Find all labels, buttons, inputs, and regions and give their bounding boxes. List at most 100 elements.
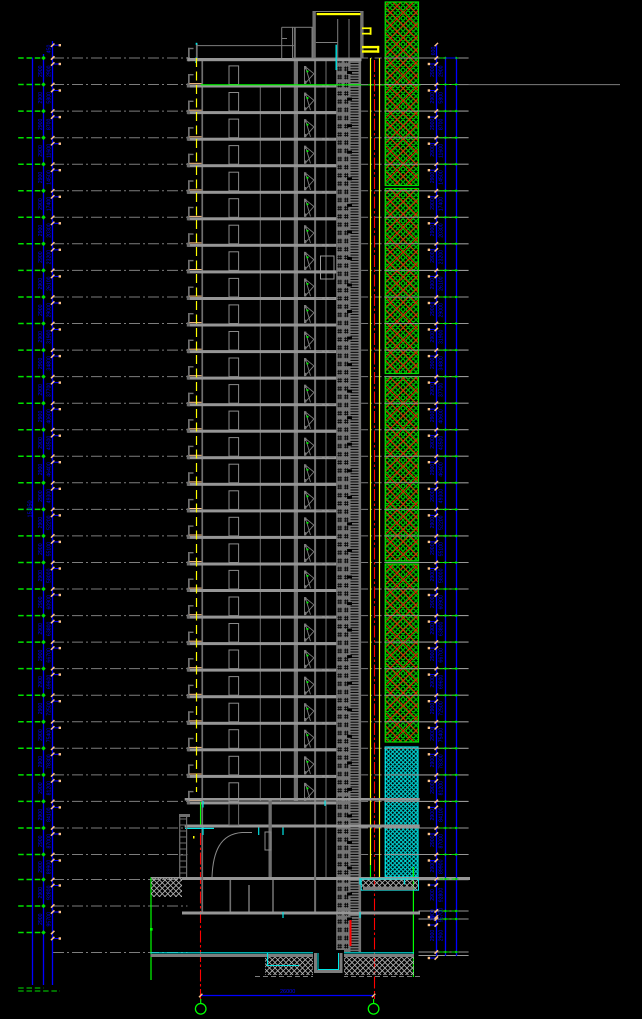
svg-text:2900: 2900: [38, 119, 44, 131]
svg-text:2900: 2900: [430, 623, 436, 635]
svg-text:63800: 63800: [439, 622, 445, 637]
svg-text:55100: 55100: [439, 542, 445, 557]
svg-text:2900: 2900: [38, 490, 44, 502]
svg-text:2900: 2900: [38, 437, 44, 449]
svg-text:14500: 14500: [439, 170, 445, 185]
svg-text:2900: 2900: [430, 65, 436, 77]
svg-text:2900: 2900: [430, 304, 436, 316]
svg-text:2900: 2900: [38, 198, 44, 210]
svg-text:72500: 72500: [47, 701, 53, 716]
svg-text:60900: 60900: [439, 595, 445, 610]
svg-text:2900: 2900: [38, 729, 44, 741]
svg-text:2900: 2900: [38, 676, 44, 688]
svg-text:2900: 2900: [430, 331, 436, 343]
svg-text:58000: 58000: [439, 568, 445, 583]
svg-text:2900: 2900: [430, 889, 436, 901]
svg-text:2900: 2900: [430, 543, 436, 555]
svg-text:92800: 92800: [47, 885, 53, 900]
svg-text:23200: 23200: [47, 250, 53, 265]
svg-text:52200: 52200: [439, 515, 445, 530]
svg-text:2900: 2900: [38, 278, 44, 290]
svg-text:20300: 20300: [47, 223, 53, 238]
svg-text:8700: 8700: [439, 119, 445, 131]
svg-text:2900: 2900: [38, 464, 44, 476]
svg-text:34800: 34800: [439, 356, 445, 371]
svg-text:40600: 40600: [439, 409, 445, 424]
svg-text:95700: 95700: [47, 912, 53, 927]
svg-text:87000: 87000: [47, 834, 53, 849]
svg-text:2900: 2900: [430, 490, 436, 502]
svg-text:2900: 2900: [430, 145, 436, 157]
svg-text:46400: 46400: [439, 462, 445, 477]
svg-text:2900: 2900: [430, 861, 436, 873]
svg-text:78300: 78300: [439, 754, 445, 769]
svg-text:2900: 2900: [430, 225, 436, 237]
svg-text:84100: 84100: [439, 807, 445, 822]
svg-text:81200: 81200: [439, 781, 445, 796]
svg-text:34800: 34800: [47, 356, 53, 371]
svg-text:2900: 2900: [38, 835, 44, 847]
svg-text:2900: 2900: [38, 756, 44, 768]
svg-text:81200: 81200: [47, 781, 53, 796]
svg-text:37700: 37700: [439, 383, 445, 398]
svg-text:26100: 26100: [47, 276, 53, 291]
svg-text:2900: 2900: [38, 384, 44, 396]
svg-text:8700: 8700: [47, 119, 53, 131]
svg-text:87000: 87000: [439, 834, 445, 849]
svg-text:95700: 95700: [439, 908, 445, 923]
svg-text:52200: 52200: [47, 515, 53, 530]
svg-text:37700: 37700: [47, 383, 53, 398]
svg-text:2900: 2900: [430, 384, 436, 396]
svg-text:60900: 60900: [47, 595, 53, 610]
svg-text:63800: 63800: [47, 622, 53, 637]
svg-text:2900: 2900: [38, 782, 44, 794]
svg-text:2900: 2900: [430, 835, 436, 847]
svg-text:2900: 2900: [38, 225, 44, 237]
svg-text:2900: 2900: [430, 756, 436, 768]
svg-text:43500: 43500: [439, 436, 445, 451]
svg-text:66700: 66700: [439, 648, 445, 663]
svg-text:58000: 58000: [47, 568, 53, 583]
svg-text:75400: 75400: [47, 728, 53, 743]
svg-text:23200: 23200: [439, 250, 445, 265]
svg-text:2900: 2900: [430, 92, 436, 104]
svg-text:2900: 2900: [38, 543, 44, 555]
svg-text:2900: 2900: [439, 930, 445, 942]
svg-text:15.050: 15.050: [28, 500, 34, 517]
svg-text:46400: 46400: [47, 462, 53, 477]
svg-text:2900: 2900: [38, 145, 44, 157]
svg-text:14500: 14500: [47, 170, 53, 185]
svg-text:92800: 92800: [439, 888, 445, 903]
svg-text:2900: 2900: [38, 703, 44, 715]
svg-text:11600: 11600: [47, 144, 53, 158]
svg-text:2900: 2900: [430, 930, 436, 942]
svg-text:2900: 2900: [430, 198, 436, 210]
svg-text:2900: 2900: [38, 596, 44, 608]
svg-text:2900: 2900: [38, 623, 44, 635]
svg-text:66700: 66700: [47, 648, 53, 663]
svg-text:78300: 78300: [47, 754, 53, 769]
svg-text:600: 600: [431, 47, 437, 56]
svg-text:2900: 2900: [430, 649, 436, 661]
svg-text:2900: 2900: [430, 676, 436, 688]
svg-text:2900: 2900: [430, 278, 436, 290]
svg-text:89900: 89900: [47, 860, 53, 875]
svg-text:49300: 49300: [47, 489, 53, 504]
svg-text:2900: 2900: [430, 411, 436, 423]
svg-text:69600: 69600: [47, 675, 53, 690]
svg-text:29000: 29000: [439, 303, 445, 318]
svg-text:31900: 31900: [439, 329, 445, 344]
svg-text:69600: 69600: [439, 675, 445, 690]
svg-text:2900: 2900: [430, 437, 436, 449]
svg-text:2900: 2900: [38, 65, 44, 77]
svg-text:11600: 11600: [439, 144, 445, 158]
svg-text:2900: 2900: [38, 517, 44, 529]
svg-text:2900: 2900: [38, 887, 44, 899]
svg-text:2900: 2900: [430, 782, 436, 794]
svg-text:26000: 26000: [280, 989, 295, 995]
svg-text:2900: 2900: [38, 304, 44, 316]
svg-text:2900: 2900: [430, 809, 436, 821]
svg-text:17400: 17400: [439, 197, 445, 212]
svg-text:2900: 2900: [38, 357, 44, 369]
svg-text:5800: 5800: [439, 92, 445, 104]
